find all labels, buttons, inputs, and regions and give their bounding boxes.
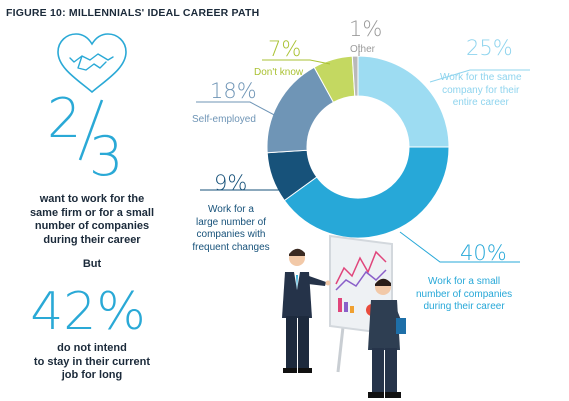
- slice-label-line: Work for the same: [440, 72, 522, 83]
- percent-42: 42%: [30, 282, 146, 342]
- fraction-denominator: 3: [89, 125, 124, 188]
- want-text-line: during their career: [43, 233, 141, 246]
- figure-title: FIGURE 10: MILLENNIALS' IDEAL CAREER PAT…: [6, 7, 260, 19]
- slice-category-label: Self-employed: [192, 114, 256, 127]
- donut-slice: [283, 146, 450, 239]
- want-text-line: same firm or for a small: [29, 206, 155, 219]
- slice-category-label: Other: [350, 44, 375, 57]
- intend-text-line: do not intend: [57, 342, 127, 354]
- slice-label-line: Other: [350, 44, 376, 55]
- but-text: But: [82, 258, 102, 270]
- presenter-man-left: [282, 248, 331, 373]
- slice-label-line: company for their: [442, 84, 520, 96]
- want-text-line: number of companies: [34, 220, 150, 232]
- do-not-intend-text: do not intend to stay in their current j…: [22, 342, 162, 383]
- fraction-numerator: 2: [47, 87, 82, 150]
- slice-label-line: entire career: [452, 97, 509, 108]
- presenter-man-right: [368, 278, 406, 398]
- slice-leader-line: [429, 69, 530, 83]
- slice-category-label: Don't know: [254, 67, 303, 80]
- intend-text-line: job for long: [61, 369, 123, 381]
- slice-pct-label: 7%: [268, 37, 302, 61]
- slice-category-label: Work for the same company for their enti…: [440, 72, 522, 110]
- slice-pct-label: 1%: [349, 17, 383, 41]
- slice-leader-line: [399, 231, 520, 263]
- slice-leader-line: [262, 59, 331, 65]
- want-text-line: want to work for the: [39, 193, 145, 205]
- slice-label-line: during their career: [423, 301, 505, 312]
- slice-label-line: number of companies: [416, 288, 513, 300]
- slice-category-label: Work for a large number of companies wit…: [186, 204, 276, 254]
- slice-label-line: companies with: [196, 229, 266, 240]
- slice-pct-label: 25%: [466, 36, 513, 60]
- slice-label-line: Don't know: [254, 67, 304, 78]
- slice-pct-label: 9%: [214, 171, 248, 195]
- slice-category-label: Work for a small number of companies dur…: [416, 276, 512, 314]
- slice-label-line: large number of: [195, 216, 267, 228]
- slice-pct-label: 18%: [210, 79, 257, 103]
- slice-label-line: frequent changes: [192, 241, 270, 253]
- slice-label-line: Work for a: [208, 204, 254, 215]
- slice-label-line: Self-employed: [192, 114, 256, 125]
- slice-label-line: Work for a small: [428, 276, 501, 287]
- want-to-work-text: want to work for the same firm or for a …: [22, 193, 162, 247]
- slice-pct-label: 40%: [460, 241, 507, 265]
- slice-leader-line: [196, 101, 281, 119]
- intend-text-line: to stay in their current: [33, 355, 151, 368]
- donut-slice: [351, 55, 359, 97]
